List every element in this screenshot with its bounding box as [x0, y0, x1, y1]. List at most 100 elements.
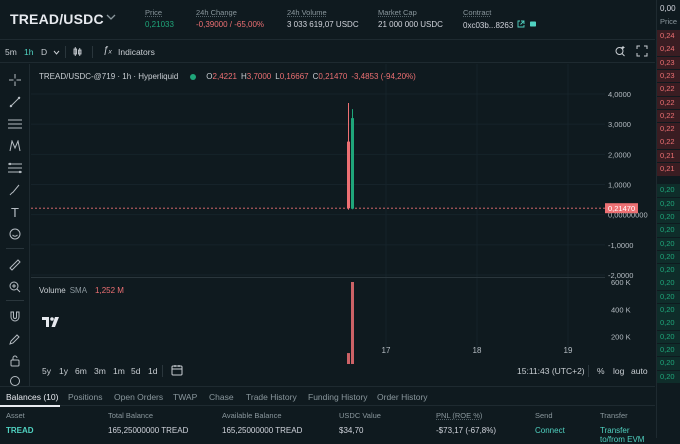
- crosshair-icon[interactable]: [7, 72, 23, 88]
- chevron-down-icon[interactable]: [106, 12, 116, 25]
- tab-order-history[interactable]: Order History: [377, 392, 428, 402]
- interval-d[interactable]: D: [41, 47, 48, 57]
- tab-twap[interactable]: TWAP: [173, 392, 198, 402]
- stat-label: Price: [145, 8, 163, 17]
- interval-dropdown-icon[interactable]: [53, 48, 60, 58]
- orderbook-ask-row[interactable]: 0,22: [657, 96, 680, 109]
- orderbook-ask-row[interactable]: 0,24: [657, 30, 680, 43]
- orderbook-ask-row[interactable]: 0,24: [657, 43, 680, 56]
- stat-label: Market Cap: [378, 8, 417, 17]
- current-price-label: 0,21470: [608, 204, 635, 213]
- pair-title[interactable]: TREAD/USDC: [10, 11, 104, 27]
- orderbook-bid-row[interactable]: 0,20: [657, 210, 680, 224]
- fullscreen-icon[interactable]: [636, 45, 648, 59]
- tab-positions[interactable]: Positions: [68, 392, 103, 402]
- price-tick-label: 2,0000: [608, 150, 631, 159]
- lock-icon[interactable]: [7, 353, 23, 369]
- range-1d[interactable]: 1d: [148, 366, 158, 376]
- chart-pane[interactable]: TREAD/USDC-@719 · 1h · Hyperliquid O2,42…: [31, 64, 605, 364]
- interval-1h[interactable]: 1h: [24, 47, 34, 57]
- range-6m[interactable]: 6m: [75, 366, 87, 376]
- orderbook-bid-row[interactable]: 0,20: [657, 304, 680, 317]
- orderbook-ask-row[interactable]: 0,22: [657, 123, 680, 136]
- screenshot-icon[interactable]: [614, 45, 626, 59]
- tab-chase[interactable]: Chase: [209, 392, 234, 402]
- price-tick-label: -2,0000: [608, 271, 633, 280]
- cell-asset[interactable]: TREAD: [6, 426, 34, 435]
- col-pnl[interactable]: PNL (ROE %): [436, 411, 483, 420]
- copy-icon[interactable]: [529, 20, 537, 30]
- orderbook-panel: 0,00 Price 0,24 0,24 0,23 0,23 0,22 0,22 0,22 0…: [656, 0, 680, 438]
- auto-toggle[interactable]: auto: [631, 366, 648, 376]
- date-range-icon[interactable]: [171, 364, 183, 378]
- pitchfork-icon[interactable]: [7, 138, 23, 154]
- external-link-icon[interactable]: [517, 20, 525, 30]
- legend-high: 3,7000: [246, 72, 272, 81]
- orderbook-bid-row[interactable]: 0,20: [657, 343, 680, 357]
- volume-label: Volume: [39, 286, 66, 295]
- tab-balances[interactable]: Balances (10): [6, 392, 59, 402]
- orderbook-bid-row[interactable]: 0,20: [657, 264, 680, 277]
- tradingview-logo[interactable]: [41, 315, 61, 331]
- price-tick-label: 1,0000: [608, 181, 631, 190]
- orderbook-ask-row[interactable]: 0,22: [657, 136, 680, 149]
- volume-tick-label: 600 K: [611, 278, 631, 287]
- orderbook-ask-row[interactable]: 0,22: [657, 109, 680, 123]
- orderbook-bid-row[interactable]: 0,20: [657, 370, 680, 383]
- range-5d[interactable]: 5d: [131, 366, 141, 376]
- orderbook-bid-row[interactable]: 0,20: [657, 237, 680, 250]
- orderbook-ask-row[interactable]: 0,23: [657, 69, 680, 83]
- tab-open-orders[interactable]: Open Orders: [114, 392, 164, 402]
- range-1m[interactable]: 1m: [113, 366, 125, 376]
- eye-icon[interactable]: [7, 373, 23, 389]
- range-1y[interactable]: 1y: [59, 366, 68, 376]
- fib-icon[interactable]: [7, 160, 23, 176]
- transfer-link[interactable]: Transfer to/from EVM: [600, 426, 645, 444]
- orderbook-bid-row[interactable]: 0,20: [657, 357, 680, 370]
- cell-pnl: -$73,17 (-67,8%): [436, 426, 497, 435]
- log-toggle[interactable]: log: [613, 366, 625, 376]
- orderbook-ask-row[interactable]: 0,21: [657, 149, 680, 163]
- range-3m[interactable]: 3m: [94, 366, 106, 376]
- orderbook-bid-row[interactable]: 0,20: [657, 330, 680, 344]
- price-chart-canvas[interactable]: 17 18 19: [31, 64, 605, 364]
- orderbook-bid-row[interactable]: 0,20: [657, 197, 680, 211]
- interval-5m[interactable]: 5m: [5, 47, 17, 57]
- orderbook-bid-row[interactable]: 0,20: [657, 290, 680, 304]
- range-5y[interactable]: 5y: [42, 366, 51, 376]
- candle-type-icon[interactable]: [72, 46, 83, 59]
- tab-trade-history[interactable]: Trade History: [246, 392, 297, 402]
- cell-usdc-value: $34,70: [339, 426, 364, 435]
- pencil-lock-icon[interactable]: [7, 331, 23, 347]
- orderbook-ask-row[interactable]: 0,21: [657, 163, 680, 176]
- indicators-button[interactable]: Indicators: [118, 47, 155, 57]
- orderbook-bid-row[interactable]: 0,20: [657, 317, 680, 330]
- price-tick-label: 4,0000: [608, 90, 631, 99]
- drawing-tools: T: [0, 64, 30, 387]
- price-axis[interactable]: 4,0000 3,0000 2,0000 1,0000 0,00000000 -1,000…: [605, 64, 655, 364]
- stat-label: 24h Volume: [287, 8, 327, 17]
- orderbook-bid-row[interactable]: 0,20: [657, 184, 680, 197]
- col-usdc-value[interactable]: USDC Value: [339, 411, 381, 420]
- horizontal-lines-icon[interactable]: [7, 116, 23, 132]
- orderbook-bid-row[interactable]: 0,20: [657, 250, 680, 264]
- text-tool-icon[interactable]: T: [11, 204, 19, 220]
- brush-icon[interactable]: [7, 182, 23, 198]
- orderbook-ask-row[interactable]: 0,22: [657, 83, 680, 96]
- magnet-icon[interactable]: [7, 309, 23, 325]
- legend-symbol: TREAD/USDC-@719 · 1h · Hyperliquid: [39, 72, 179, 81]
- fx-icon[interactable]: ƒₓ: [103, 45, 113, 56]
- orderbook-bid-row[interactable]: 0,20: [657, 224, 680, 237]
- col-total-balance[interactable]: Total Balance: [108, 411, 154, 420]
- contract-address[interactable]: 0xc03b...8263: [463, 20, 514, 30]
- emoji-icon[interactable]: [7, 226, 23, 242]
- trendline-icon[interactable]: [7, 94, 23, 110]
- orderbook-bid-row[interactable]: 0,20: [657, 277, 680, 290]
- percent-toggle[interactable]: %: [597, 366, 605, 376]
- zoom-in-icon[interactable]: [7, 279, 23, 295]
- connect-link[interactable]: Connect: [535, 426, 565, 435]
- ruler-icon[interactable]: [7, 257, 23, 273]
- clock[interactable]: 15:11:43 (UTC+2): [517, 366, 585, 376]
- orderbook-ask-row[interactable]: 0,23: [657, 56, 680, 70]
- tab-funding-history[interactable]: Funding History: [308, 392, 368, 402]
